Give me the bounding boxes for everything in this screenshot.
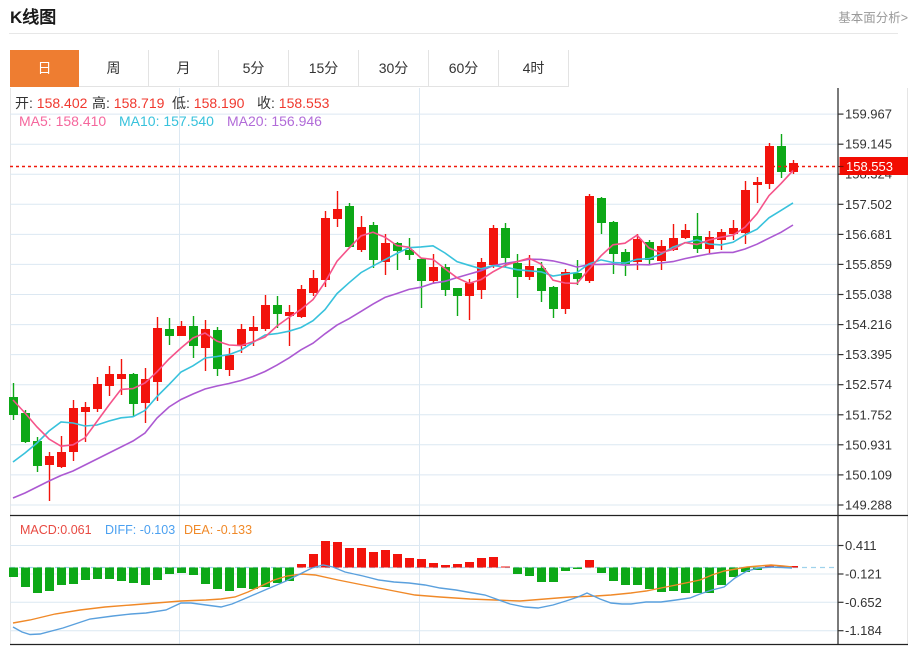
svg-text:DEA: -0.133: DEA: -0.133	[184, 523, 252, 537]
svg-text:0.411: 0.411	[845, 538, 877, 553]
svg-text:-0.652: -0.652	[845, 595, 882, 610]
svg-text:159.967: 159.967	[845, 107, 892, 122]
svg-text:150.931: 150.931	[845, 437, 892, 452]
svg-text:155.859: 155.859	[845, 257, 892, 272]
svg-text:150.109: 150.109	[845, 467, 892, 482]
svg-text:157.502: 157.502	[845, 197, 892, 212]
svg-text:MACD:0.061: MACD:0.061	[20, 523, 92, 537]
svg-text:-0.121: -0.121	[845, 567, 882, 582]
svg-text:159.145: 159.145	[845, 137, 892, 152]
svg-text:-1.184: -1.184	[845, 623, 882, 638]
svg-text:154.216: 154.216	[845, 317, 892, 332]
svg-text:155.038: 155.038	[845, 287, 892, 302]
svg-text:149.288: 149.288	[845, 498, 892, 513]
svg-text:153.395: 153.395	[845, 347, 892, 362]
svg-text:DIFF: -0.103: DIFF: -0.103	[105, 523, 175, 537]
svg-text:152.574: 152.574	[845, 377, 892, 392]
svg-text:158.553: 158.553	[846, 159, 893, 174]
svg-text:151.752: 151.752	[845, 407, 892, 422]
svg-text:156.681: 156.681	[845, 227, 892, 242]
